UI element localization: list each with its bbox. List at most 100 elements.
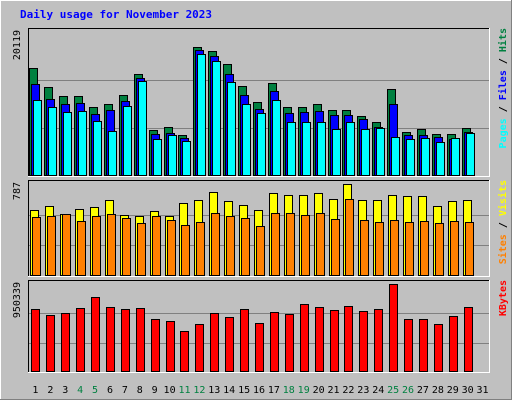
bar-kbytes-day-25: [389, 284, 398, 372]
x-tick-label: 2: [47, 385, 53, 396]
bar-kbytes-day-15: [240, 309, 249, 372]
bar-pages-day-21: [332, 129, 341, 176]
x-tick-label: 25: [387, 385, 399, 396]
bar-pages-day-1: [33, 100, 42, 176]
bar-pages-day-19: [302, 122, 311, 176]
x-tick-label: 29: [447, 385, 459, 396]
x-tick-label: 19: [298, 385, 310, 396]
x-tick-label: 22: [342, 385, 354, 396]
x-tick-label: 4: [77, 385, 83, 396]
bar-kbytes-day-18: [285, 314, 294, 372]
x-tick-label: 9: [152, 385, 158, 396]
y-axis-label-part: Pages: [498, 118, 509, 148]
bar-sites-day-11: [181, 225, 190, 276]
bar-sites-day-10: [167, 220, 176, 276]
panel-kbytes: 950339 KBytes: [12, 280, 509, 373]
bar-sites-day-13: [211, 213, 220, 276]
bar-sites-day-3: [62, 214, 71, 276]
bar-sites-day-1: [32, 217, 41, 276]
x-tick-label: 16: [253, 385, 265, 396]
x-tick-label: 20: [313, 385, 325, 396]
bar-pages-day-13: [212, 61, 221, 176]
x-tick-label: 11: [178, 385, 190, 396]
bar-kbytes-day-14: [225, 317, 234, 372]
bar-kbytes-day-22: [344, 306, 353, 372]
bar-pages-day-23: [361, 129, 370, 176]
bar-sites-day-8: [137, 223, 146, 276]
y-max-label: 787: [12, 182, 23, 200]
bar-pages-day-9: [153, 139, 162, 176]
bar-pages-day-4: [78, 111, 87, 176]
x-tick-label: 14: [223, 385, 235, 396]
bar-kbytes-day-1: [31, 309, 40, 372]
x-tick-label: 15: [238, 385, 250, 396]
x-tick-label: 24: [372, 385, 384, 396]
y-axis-label: Pages / Files / Hits: [497, 28, 509, 148]
bar-pages-day-12: [197, 54, 206, 176]
bar-pages-day-29: [451, 138, 460, 176]
bar-pages-day-11: [182, 141, 191, 176]
bar-sites-day-15: [241, 218, 250, 276]
bar-sites-day-9: [152, 216, 161, 276]
bar-kbytes-day-2: [46, 315, 55, 372]
bar-kbytes-day-20: [315, 307, 324, 372]
bar-kbytes-day-28: [434, 324, 443, 372]
bar-sites-day-12: [196, 222, 205, 276]
x-tick-label: 23: [357, 385, 369, 396]
bar-kbytes-day-29: [449, 316, 458, 372]
y-axis-label-part: Visits: [497, 180, 509, 216]
bar-sites-day-4: [77, 221, 86, 276]
bar-kbytes-day-16: [255, 323, 264, 372]
x-tick-label: 27: [417, 385, 429, 396]
bar-sites-day-6: [107, 214, 116, 276]
x-tick-label: 8: [137, 385, 143, 396]
bar-kbytes-day-6: [106, 307, 115, 372]
x-tick-label: 5: [92, 385, 98, 396]
x-tick-label: 18: [283, 385, 295, 396]
bar-sites-day-18: [286, 213, 295, 276]
bar-sites-day-14: [226, 216, 235, 276]
bar-pages-day-17: [272, 100, 281, 176]
bar-sites-day-22: [345, 199, 354, 276]
y-axis-label: Sites / Visits: [497, 180, 509, 264]
y-axis-label-part: Files: [497, 70, 509, 100]
y-axis-label: KBytes: [498, 280, 509, 316]
x-tick-label: 1: [32, 385, 38, 396]
bar-pages-day-3: [63, 112, 72, 176]
bar-kbytes-day-13: [210, 313, 219, 372]
bar-sites-day-20: [316, 213, 325, 276]
panel-visits: 787 Sites / Visits: [12, 180, 509, 277]
bar-pages-day-8: [138, 81, 147, 176]
y-max-label: 950339: [12, 282, 23, 318]
bar-sites-day-19: [301, 215, 310, 276]
bar-kbytes-day-4: [76, 308, 85, 372]
bar-kbytes-day-24: [374, 309, 383, 372]
x-tick-label: 28: [432, 385, 444, 396]
bar-kbytes-day-17: [270, 312, 279, 372]
bar-sites-day-16: [256, 226, 265, 276]
bar-sites-day-26: [405, 222, 414, 276]
bar-kbytes-day-26: [404, 319, 413, 372]
bar-pages-day-6: [108, 131, 117, 176]
bar-kbytes-day-19: [300, 304, 309, 372]
bar-kbytes-day-10: [166, 321, 175, 372]
x-tick-label: 31: [477, 385, 489, 396]
panel-hits: 20119 Pages / Files / Hits: [12, 28, 509, 177]
bar-pages-day-20: [317, 122, 326, 176]
bar-sites-day-29: [450, 221, 459, 276]
bar-pages-day-14: [227, 82, 236, 176]
bar-pages-day-18: [287, 122, 296, 176]
bar-pages-day-24: [376, 128, 385, 176]
x-tick-label: 13: [208, 385, 220, 396]
bar-kbytes-day-8: [136, 308, 145, 372]
bar-kbytes-day-9: [151, 319, 160, 372]
x-tick-label: 21: [327, 385, 339, 396]
bar-kbytes-day-27: [419, 319, 428, 372]
x-tick-label: 26: [402, 385, 414, 396]
x-tick-label: 3: [62, 385, 68, 396]
bar-sites-day-7: [122, 218, 131, 276]
bar-kbytes-day-12: [195, 324, 204, 372]
bar-kbytes-day-7: [121, 309, 130, 372]
bar-pages-day-16: [257, 113, 266, 176]
